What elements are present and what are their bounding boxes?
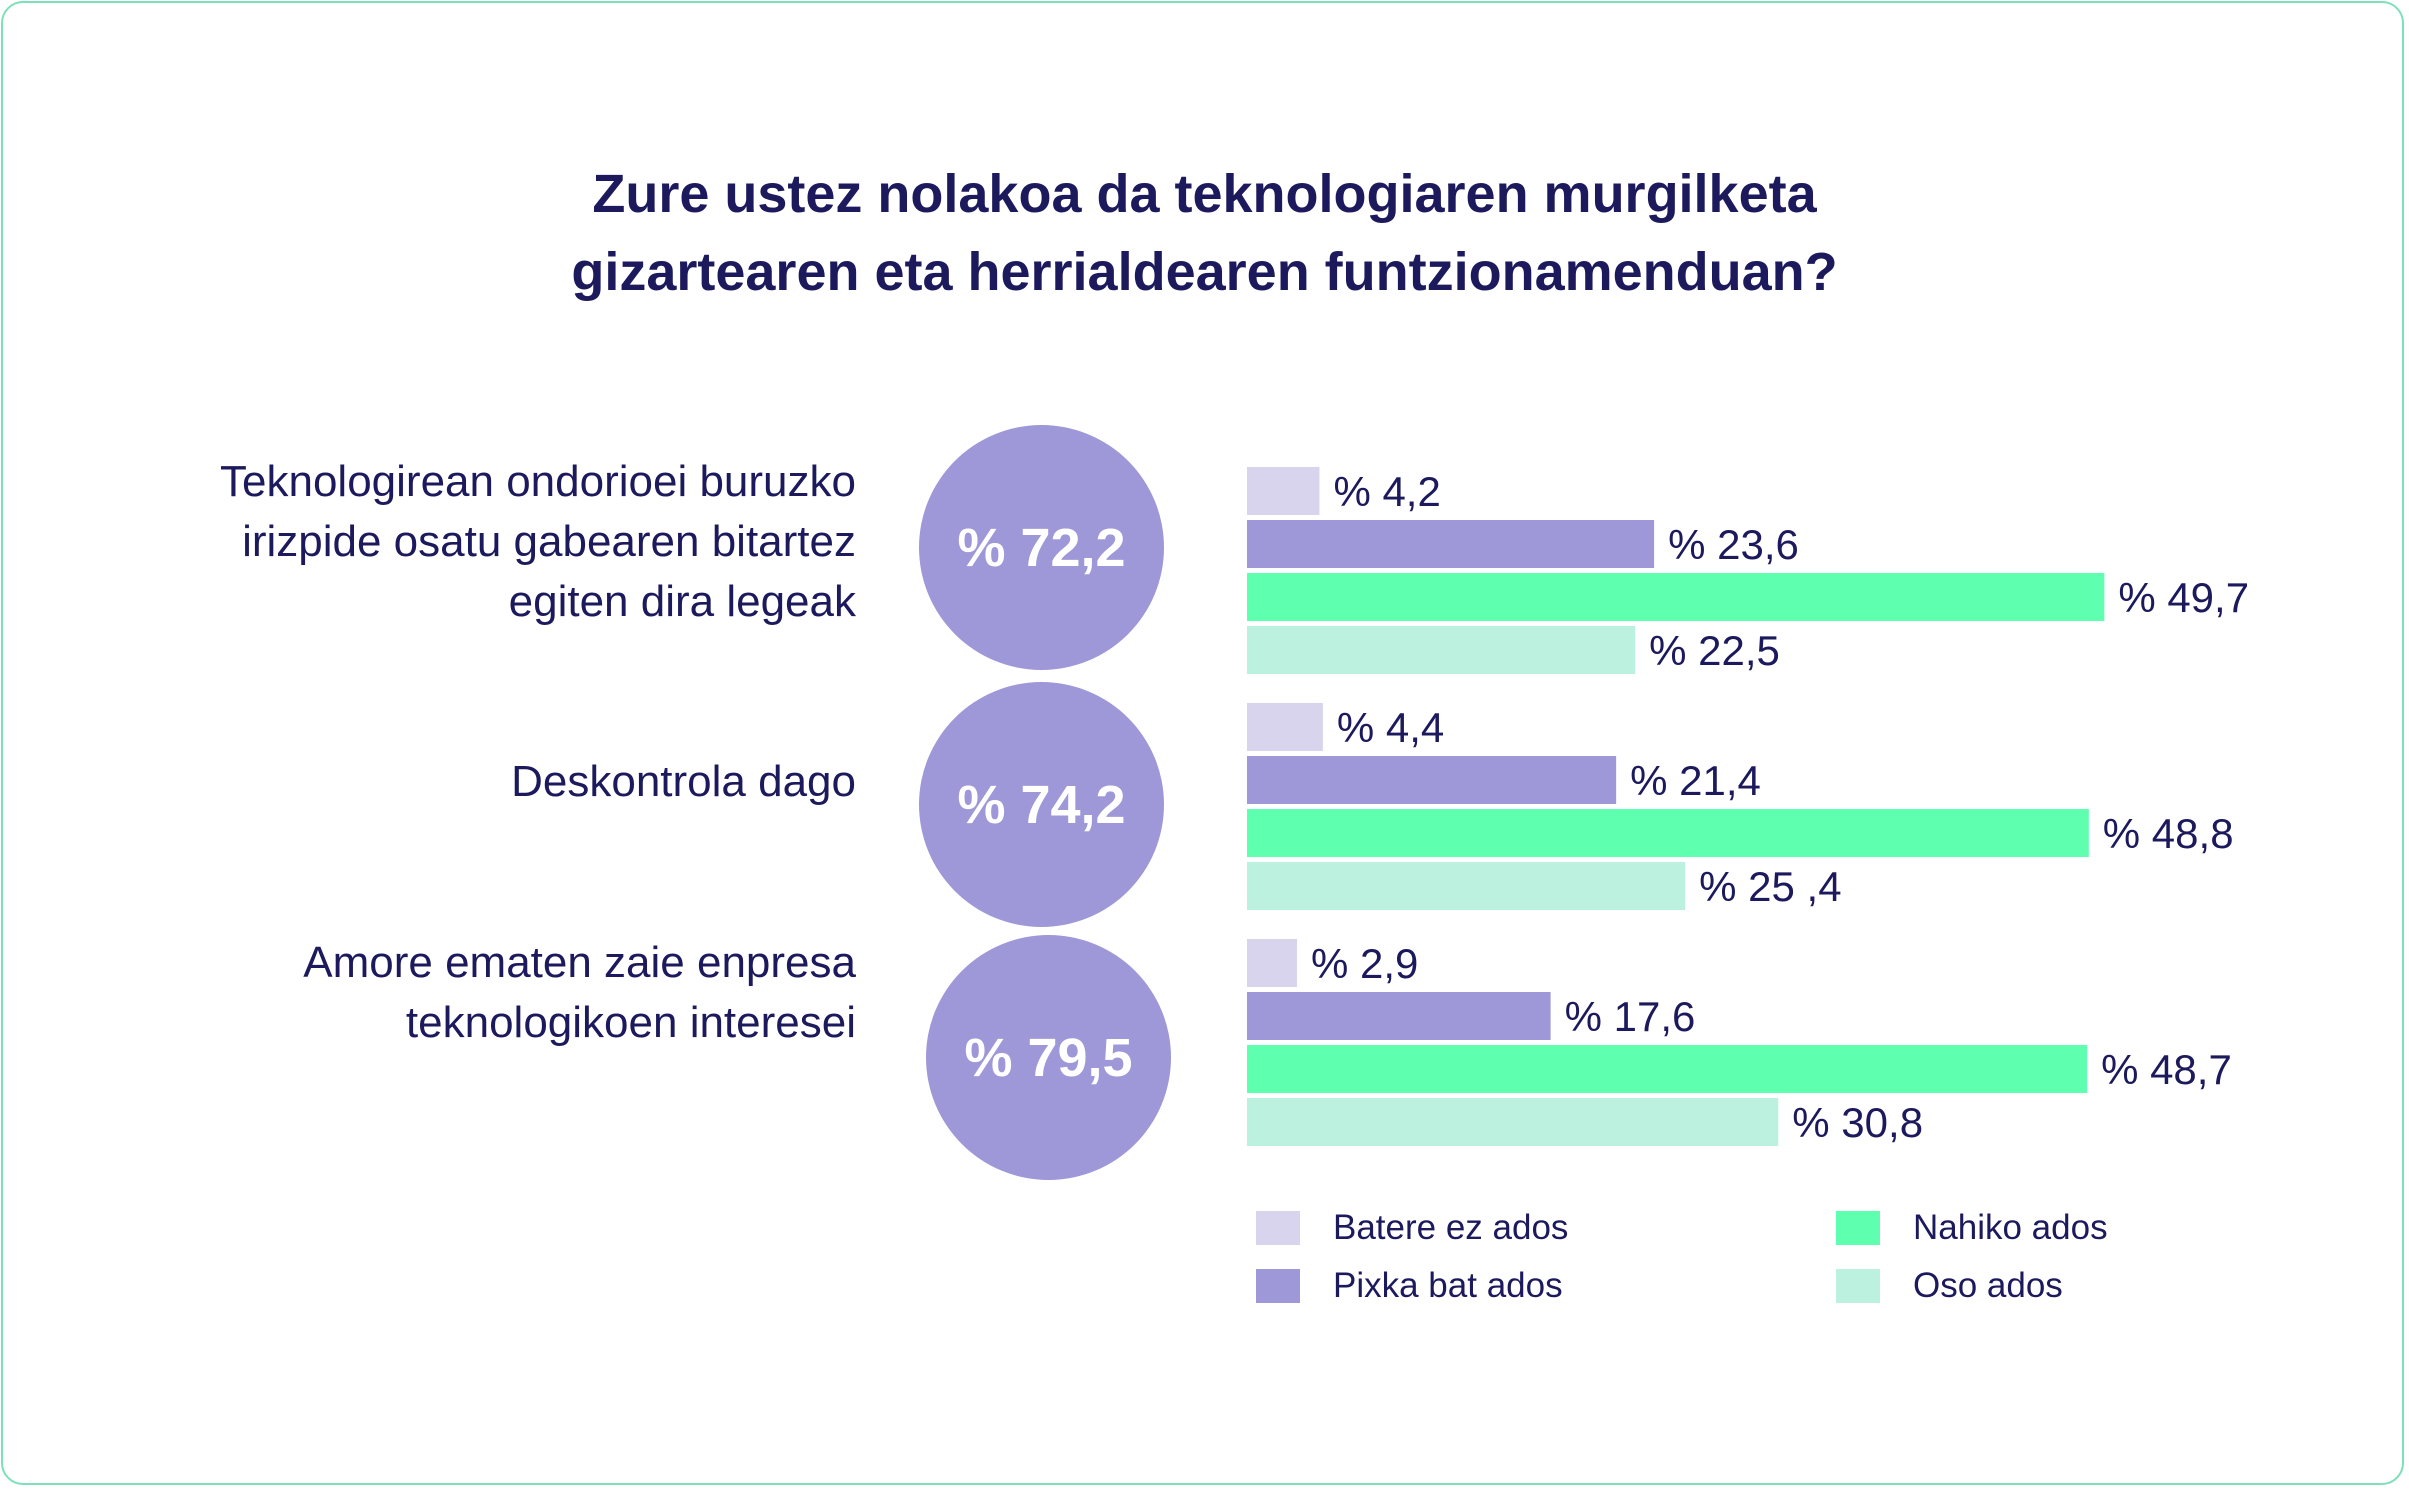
legend-label-pixka-bat-ados: Pixka bat ados [1333, 1266, 1563, 1305]
bar-pixka-bat-ados-2 [1247, 756, 1617, 804]
category-label-3: Amore ematen zaie enpresa teknologikoen … [303, 933, 856, 1053]
total-value-2: % 74,2 [957, 774, 1126, 835]
category-label-3-line-2: teknologikoen interesei [405, 998, 856, 1047]
bar-label-nahiko-ados-2: % 48,8 [2103, 810, 2234, 857]
bar-oso-ados-1 [1247, 626, 1636, 674]
bar-batere-ez-ados-3 [1247, 939, 1298, 987]
bar-pixka-bat-ados-3 [1247, 992, 1551, 1040]
bar-oso-ados-2 [1247, 862, 1686, 910]
bar-label-nahiko-ados-3: % 48,7 [2101, 1046, 2232, 1093]
bar-batere-ez-ados-2 [1247, 703, 1323, 751]
legend-label-batere-ez-ados: Batere ez ados [1333, 1208, 1569, 1247]
bar-nahiko-ados-2 [1247, 809, 2089, 857]
legend-item-nahiko-ados: Nahiko ados [1836, 1208, 2108, 1248]
legend-swatch-batere-ez-ados [1256, 1211, 1300, 1245]
legend-swatch-pixka-bat-ados [1256, 1269, 1300, 1303]
bar-nahiko-ados-3 [1247, 1045, 2088, 1093]
category-label-2-line-1: Deskontrola dago [511, 757, 856, 806]
category-label-1-line-1: Teknologirean ondorioei buruzko [220, 457, 856, 506]
legend-item-oso-ados: Oso ados [1836, 1266, 2063, 1306]
total-circle-2: % 74,2 [919, 682, 1164, 927]
bar-nahiko-ados-1 [1247, 573, 2105, 621]
bar-label-batere-ez-ados-1: % 4,2 [1333, 468, 1440, 515]
bar-label-oso-ados-3: % 30,8 [1792, 1099, 1923, 1146]
bar-pixka-bat-ados-1 [1247, 520, 1655, 568]
bar-label-batere-ez-ados-2: % 4,4 [1337, 704, 1444, 751]
category-label-1: Teknologirean ondorioei buruzko irizpide… [220, 452, 856, 632]
bar-label-pixka-bat-ados-3: % 17,6 [1565, 993, 1696, 1040]
bar-label-oso-ados-1: % 22,5 [1649, 627, 1780, 674]
bar-label-batere-ez-ados-3: % 2,9 [1311, 940, 1418, 987]
legend-swatch-oso-ados [1836, 1269, 1880, 1303]
category-label-2: Deskontrola dago [511, 752, 856, 812]
bar-label-pixka-bat-ados-1: % 23,6 [1668, 521, 1799, 568]
category-label-1-line-3: egiten dira legeak [508, 577, 856, 626]
legend-label-oso-ados: Oso ados [1913, 1266, 2063, 1305]
legend-item-batere-ez-ados: Batere ez ados [1256, 1208, 1568, 1248]
bar-label-pixka-bat-ados-2: % 21,4 [1630, 757, 1761, 804]
chart-title: Zure ustez nolakoa da teknologiaren murg… [0, 155, 2409, 311]
chart-title-line-1: Zure ustez nolakoa da teknologiaren murg… [592, 164, 1817, 224]
total-circle-3: % 79,5 [926, 935, 1171, 1180]
total-value-1: % 72,2 [957, 517, 1126, 578]
legend-item-pixka-bat-ados: Pixka bat ados [1256, 1266, 1563, 1306]
category-label-3-line-1: Amore ematen zaie enpresa [303, 938, 856, 987]
bar-batere-ez-ados-1 [1247, 467, 1320, 515]
bar-label-nahiko-ados-1: % 49,7 [2118, 574, 2249, 621]
category-label-1-line-2: irizpide osatu gabearen bitartez [242, 517, 856, 566]
legend-label-nahiko-ados: Nahiko ados [1913, 1208, 2108, 1247]
bar-oso-ados-3 [1247, 1098, 1779, 1146]
legend-swatch-nahiko-ados [1836, 1211, 1880, 1245]
total-circle-1: % 72,2 [919, 425, 1164, 670]
chart-title-line-2: gizartearen eta herrialdearen funtzionam… [571, 242, 1838, 302]
total-value-3: % 79,5 [964, 1027, 1133, 1088]
bar-label-oso-ados-2: % 25 ,4 [1699, 863, 1841, 910]
